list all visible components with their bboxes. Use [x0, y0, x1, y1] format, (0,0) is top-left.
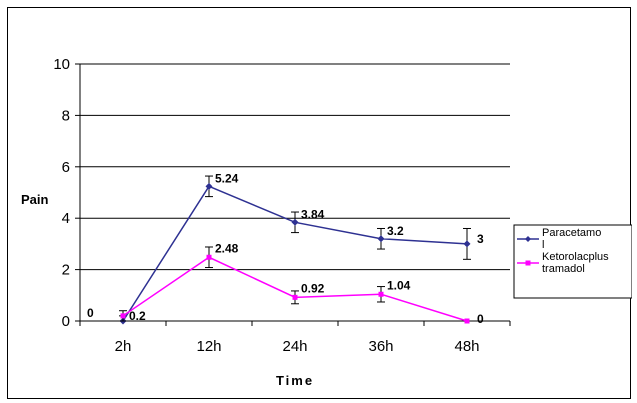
- y-tick-label: 2: [62, 262, 70, 279]
- legend-label: l: [542, 239, 544, 251]
- data-label: 1.04: [387, 278, 411, 292]
- data-label: 2.48: [215, 241, 239, 255]
- x-axis-title: Time: [276, 373, 314, 388]
- data-point: [292, 294, 298, 300]
- x-tick-label: 24h: [282, 338, 307, 355]
- grid-layer: [75, 63, 511, 326]
- data-label-layer: 0 5.24 3.84 3.2 3 0.2 2.48 0.92 1.04 0: [87, 171, 484, 326]
- data-point: [463, 240, 471, 248]
- data-label: 5.24: [215, 171, 239, 185]
- legend-label: Paracetamo: [542, 227, 601, 239]
- chart-frame: 0 2 4 6 8 10 2h 12h 24h 36h 48h 0 5.24 3.84 3.2 3 0.2 2…: [7, 7, 632, 399]
- data-label: 0.92: [301, 281, 325, 295]
- y-tick-label: 4: [62, 210, 70, 227]
- data-label: 0: [87, 306, 94, 320]
- y-tick-label: 0: [62, 313, 70, 330]
- data-label: 3.2: [387, 224, 404, 238]
- data-point: [120, 313, 126, 319]
- data-point: [377, 235, 385, 243]
- x-tick-label: 2h: [115, 338, 132, 355]
- y-tick-label: 8: [62, 107, 70, 124]
- series-layer: [119, 175, 471, 325]
- x-tick-labels: 2h 12h 24h 36h 48h: [115, 338, 480, 355]
- data-label: 0.2: [129, 309, 146, 323]
- data-label: 0: [477, 312, 484, 326]
- legend-label: tramadol: [542, 263, 585, 275]
- y-tick-label: 10: [53, 56, 70, 73]
- x-tick-label: 36h: [368, 338, 393, 355]
- legend-marker: [525, 236, 531, 242]
- data-point: [205, 182, 213, 190]
- series-1: [119, 175, 471, 325]
- data-label: 3: [477, 232, 484, 246]
- legend-label: Ketorolacplus: [542, 251, 609, 263]
- series-line: [122, 256, 468, 322]
- data-point: [206, 254, 212, 260]
- y-tick-label: 6: [62, 159, 70, 176]
- x-tick-label: 48h: [454, 338, 479, 355]
- legend-box: [513, 224, 632, 299]
- x-tick-label: 12h: [196, 338, 221, 355]
- data-point: [464, 318, 470, 324]
- data-point: [378, 291, 384, 297]
- series-2: [119, 246, 470, 324]
- chart-svg: 0 2 4 6 8 10 2h 12h 24h 36h 48h 0 5.24 3.84 3.2 3 0.2 2…: [21, 56, 632, 388]
- data-point: [291, 218, 299, 226]
- legend-marker: [525, 260, 531, 266]
- data-label: 3.84: [301, 207, 325, 221]
- y-axis-title: Pain: [21, 192, 49, 207]
- y-tick-labels: 0 2 4 6 8 10: [53, 56, 70, 330]
- axes-layer: [79, 64, 510, 322]
